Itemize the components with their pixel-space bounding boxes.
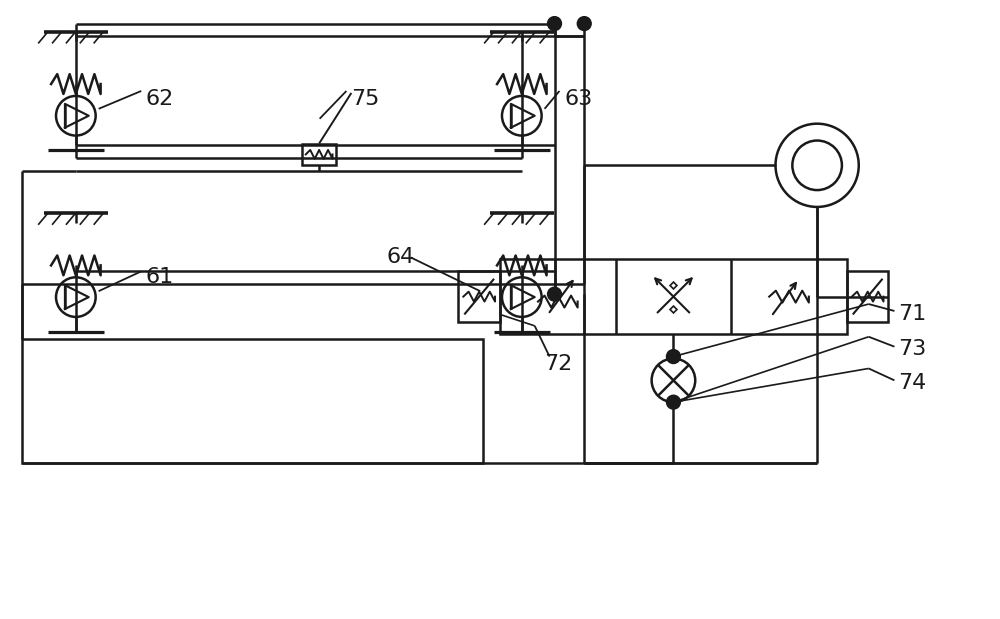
- Circle shape: [577, 17, 591, 30]
- Text: 62: 62: [145, 89, 173, 109]
- Text: 73: 73: [898, 339, 927, 358]
- Text: 64: 64: [386, 248, 414, 267]
- Circle shape: [548, 287, 561, 301]
- Bar: [847, 271, 888, 322]
- Text: 63: 63: [564, 89, 593, 109]
- Text: 72: 72: [545, 353, 573, 373]
- Bar: [458, 271, 500, 322]
- Text: 75: 75: [351, 89, 380, 109]
- Text: 71: 71: [898, 304, 927, 324]
- Circle shape: [666, 350, 680, 363]
- Circle shape: [548, 17, 561, 30]
- Bar: [302, 144, 336, 165]
- Bar: [22, 339, 483, 462]
- Text: 74: 74: [898, 373, 927, 393]
- Circle shape: [666, 395, 680, 409]
- Text: 61: 61: [145, 267, 173, 287]
- Bar: [500, 259, 847, 334]
